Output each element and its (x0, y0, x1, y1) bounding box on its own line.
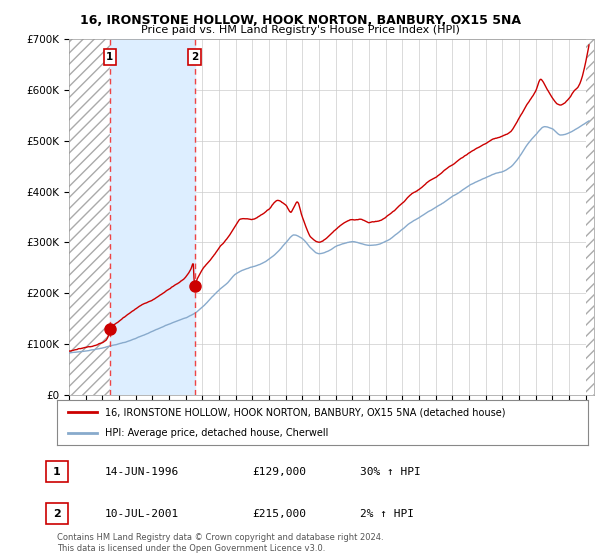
Text: 16, IRONSTONE HOLLOW, HOOK NORTON, BANBURY, OX15 5NA (detached house): 16, IRONSTONE HOLLOW, HOOK NORTON, BANBU… (105, 408, 505, 418)
Text: 1: 1 (53, 467, 61, 477)
Bar (110, 39, 194, 395)
Text: 1: 1 (106, 52, 113, 62)
Text: £215,000: £215,000 (252, 509, 306, 519)
Text: 2% ↑ HPI: 2% ↑ HPI (360, 509, 414, 519)
Text: 2: 2 (191, 52, 198, 62)
Text: 2: 2 (53, 509, 61, 519)
Text: 16, IRONSTONE HOLLOW, HOOK NORTON, BANBURY, OX15 5NA: 16, IRONSTONE HOLLOW, HOOK NORTON, BANBU… (79, 14, 521, 27)
Text: 14-JUN-1996: 14-JUN-1996 (105, 467, 179, 477)
Text: 10-JUL-2001: 10-JUL-2001 (105, 509, 179, 519)
Text: Price paid vs. HM Land Registry's House Price Index (HPI): Price paid vs. HM Land Registry's House … (140, 25, 460, 35)
Text: £129,000: £129,000 (252, 467, 306, 477)
Text: Contains HM Land Registry data © Crown copyright and database right 2024.
This d: Contains HM Land Registry data © Crown c… (57, 533, 383, 553)
Text: HPI: Average price, detached house, Cherwell: HPI: Average price, detached house, Cher… (105, 428, 328, 438)
Text: 30% ↑ HPI: 30% ↑ HPI (360, 467, 421, 477)
